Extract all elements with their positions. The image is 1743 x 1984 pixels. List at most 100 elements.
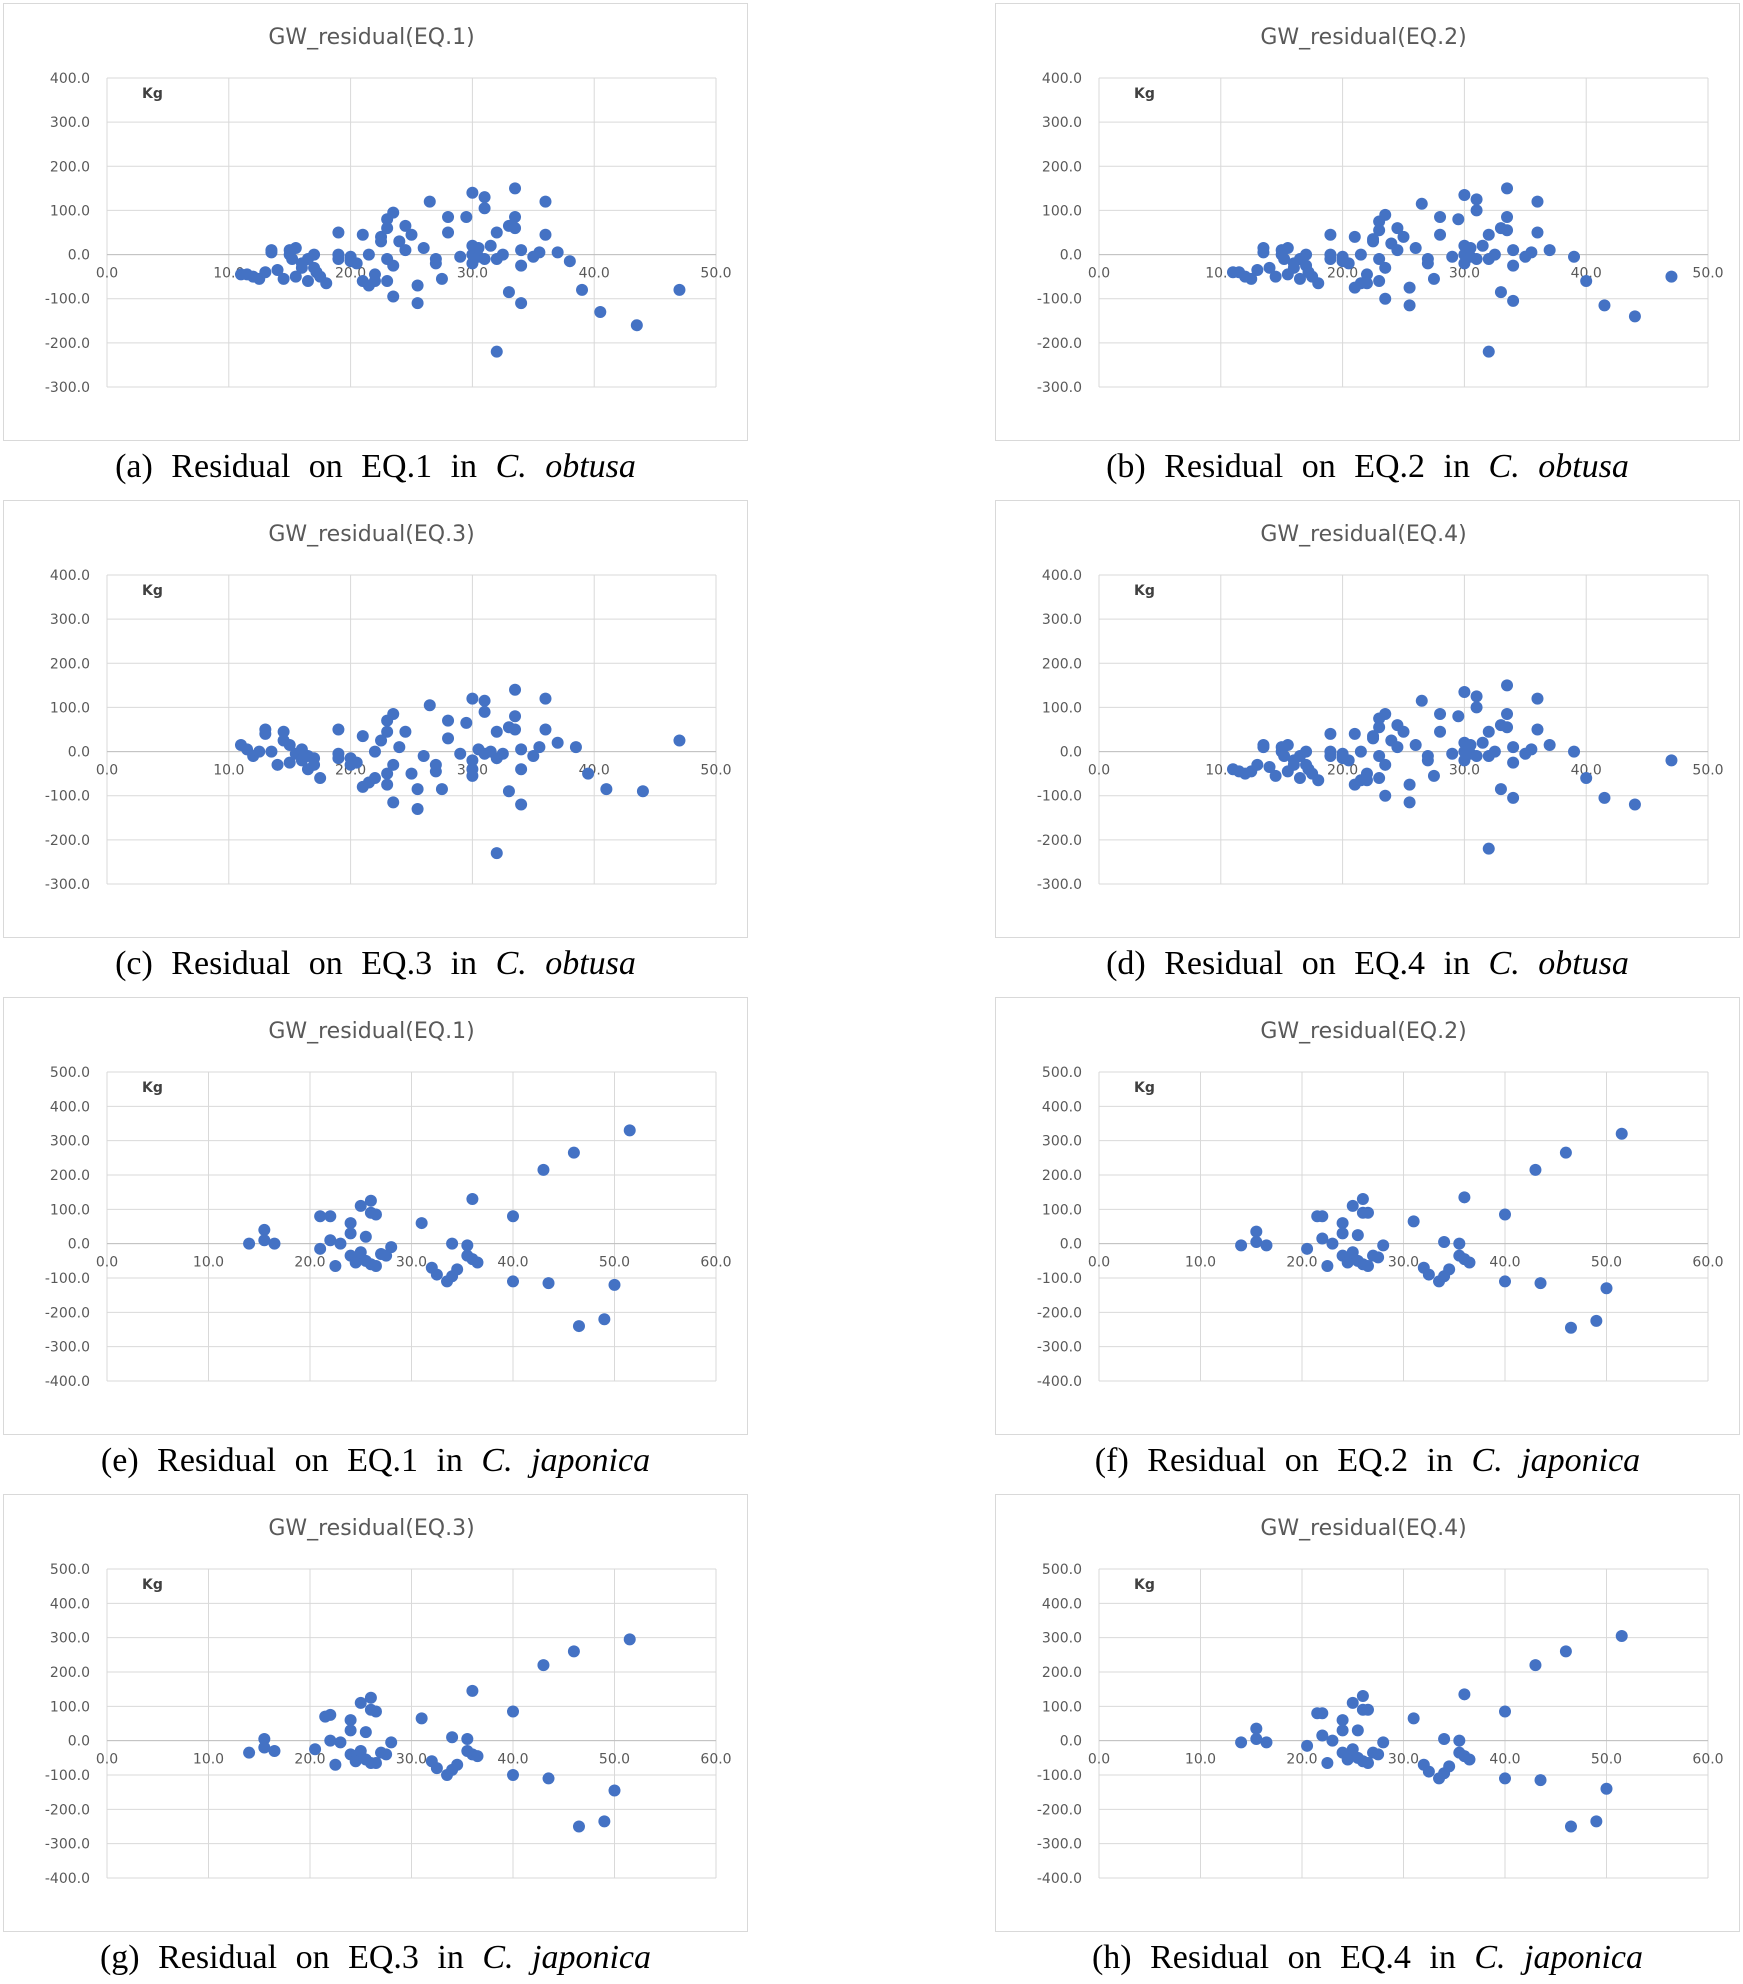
x-tick-label: 20.0 <box>1327 266 1358 282</box>
data-point <box>277 272 290 285</box>
data-point <box>507 1769 519 1781</box>
data-point <box>1356 1193 1369 1206</box>
data-point <box>375 734 388 747</box>
data-point <box>537 1659 550 1672</box>
x-tick-label: 20.0 <box>294 1255 325 1271</box>
data-point <box>1324 749 1337 762</box>
y-tick-label: 500.0 <box>1042 1065 1082 1081</box>
data-point <box>1507 294 1520 307</box>
y-tick-label: -400.0 <box>1037 1374 1082 1390</box>
data-point <box>446 1731 459 1744</box>
data-point <box>417 241 430 254</box>
data-point <box>1501 721 1514 734</box>
data-point <box>399 244 412 257</box>
chart-title: GW_residual(EQ.3) <box>268 522 474 547</box>
data-point <box>1476 736 1489 749</box>
data-point <box>1391 244 1404 257</box>
data-point <box>1341 1753 1354 1766</box>
y-tick-label: 200.0 <box>50 1168 90 1184</box>
data-point <box>466 1193 479 1206</box>
data-point <box>1356 1690 1369 1703</box>
data-point <box>515 244 528 257</box>
data-point <box>1482 842 1495 855</box>
data-point <box>286 252 299 265</box>
data-point <box>1354 248 1367 261</box>
unit-label: Kg <box>1134 583 1155 599</box>
data-point <box>354 1199 367 1212</box>
data-point <box>466 754 479 767</box>
data-point <box>490 725 503 738</box>
x-tick-label: 10.0 <box>1185 1752 1216 1768</box>
data-point <box>344 1227 357 1240</box>
data-point <box>1615 1127 1628 1140</box>
data-point <box>354 1696 367 1709</box>
data-point <box>381 222 394 235</box>
data-point <box>1507 244 1520 257</box>
data-point <box>490 226 503 239</box>
caption-a: (a) Residual on EQ.1 in C. obtusa <box>3 448 748 486</box>
scatter-chart-g: GW_residual(EQ.3) 500.0 400.0 300.0 200.0 100… <box>45 1516 732 1887</box>
data-point <box>1458 1191 1471 1204</box>
data-point <box>1446 747 1459 760</box>
data-point <box>509 182 522 195</box>
data-point <box>471 1256 484 1269</box>
data-point <box>478 191 491 204</box>
data-point <box>472 241 485 254</box>
data-point <box>258 1223 271 1236</box>
data-point <box>1360 277 1373 290</box>
data-point <box>533 246 546 259</box>
data-point <box>350 257 363 270</box>
y-tick-label: 100.0 <box>50 1202 90 1218</box>
data-point <box>1499 1705 1511 1718</box>
data-point <box>387 259 400 272</box>
data-point <box>393 741 406 754</box>
data-point <box>1342 754 1355 767</box>
data-point <box>1543 244 1556 257</box>
y-tick-label: 400.0 <box>50 568 90 584</box>
data-point <box>582 767 595 780</box>
caption-f: (f) Residual on EQ.2 in C. japonica <box>995 1442 1740 1480</box>
data-point <box>454 250 467 263</box>
data-point <box>567 1146 580 1159</box>
data-point <box>423 195 436 208</box>
data-point <box>542 1277 555 1290</box>
data-point <box>1403 281 1416 294</box>
data-point <box>387 758 400 771</box>
caption-h-species: C. japonica <box>1474 1939 1644 1976</box>
data-point <box>1379 208 1392 221</box>
data-point <box>1470 690 1483 703</box>
y-tick-label: -300.0 <box>45 1837 90 1853</box>
data-point <box>569 741 582 754</box>
y-tick-label: 400.0 <box>50 71 90 87</box>
data-point <box>1559 1146 1572 1159</box>
y-tick-label: 300.0 <box>1042 612 1082 628</box>
x-tick-label: 40.0 <box>579 266 610 282</box>
y-tick-label: -300.0 <box>45 380 90 396</box>
x-tick-label: 30.0 <box>457 266 488 282</box>
data-point <box>1409 738 1422 751</box>
y-tick-label: 0.0 <box>1060 248 1082 264</box>
data-point <box>1452 710 1465 723</box>
data-point <box>1507 741 1520 754</box>
data-point <box>1464 241 1477 254</box>
y-tick-label: 400.0 <box>1042 1596 1082 1612</box>
data-point <box>324 1734 337 1747</box>
data-point <box>1260 1736 1273 1749</box>
scatter-chart-e: GW_residual(EQ.1) 500.0 400.0 300.0 200.0 100… <box>45 1019 732 1390</box>
data-point <box>350 756 363 769</box>
data-point <box>1470 204 1483 217</box>
data-point <box>1316 1232 1329 1245</box>
data-point <box>308 248 321 261</box>
data-point <box>1580 275 1593 288</box>
y-tick-label: 200.0 <box>1042 1665 1082 1681</box>
data-point <box>1235 1736 1248 1749</box>
data-point <box>385 1241 398 1254</box>
data-point <box>1397 230 1410 243</box>
data-point <box>1372 1251 1385 1264</box>
data-point <box>1354 745 1367 758</box>
data-point <box>295 261 308 274</box>
data-point <box>630 319 643 332</box>
data-point <box>1346 1696 1359 1709</box>
data-point <box>344 1724 357 1737</box>
caption-d: (d) Residual on EQ.4 in C. obtusa <box>995 945 1740 983</box>
